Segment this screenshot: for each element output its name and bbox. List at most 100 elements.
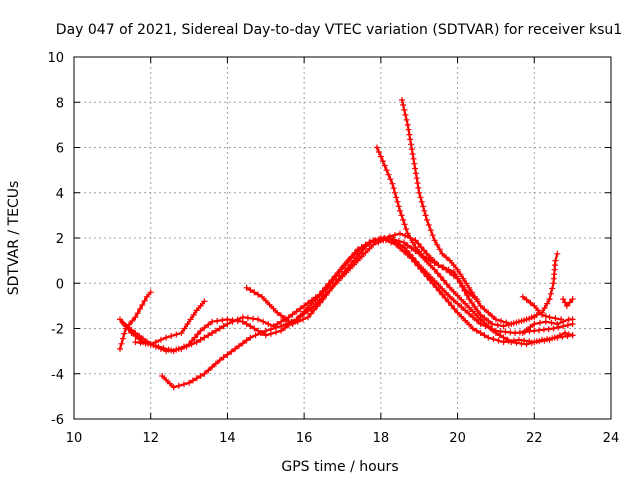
data-point [420, 269, 427, 276]
data-point [141, 297, 148, 304]
series-track-k [560, 296, 576, 309]
data-point [408, 146, 415, 153]
series-track-d [159, 235, 576, 391]
data-point [546, 296, 553, 303]
data-point [440, 277, 447, 284]
data-point [431, 237, 438, 244]
data-point [301, 302, 308, 309]
data-point [274, 309, 281, 316]
data-point [183, 343, 190, 350]
data-point [423, 216, 430, 223]
data-point [262, 327, 269, 334]
data-point [485, 318, 492, 324]
data-point [267, 326, 274, 333]
data-point [273, 324, 279, 331]
data-point [166, 380, 173, 387]
data-point [132, 339, 139, 346]
data-point [205, 332, 212, 339]
data-point [229, 318, 236, 325]
data-point [474, 298, 481, 305]
data-point [431, 266, 438, 273]
data-point [418, 198, 425, 205]
y-tick-label: 8 [56, 96, 64, 111]
data-point [216, 325, 223, 332]
data-point [137, 306, 143, 312]
data-point [473, 317, 480, 324]
data-point [274, 321, 281, 327]
data-point [416, 189, 423, 196]
data-point [234, 316, 241, 323]
data-point [402, 111, 409, 118]
data-point [408, 245, 415, 252]
data-point [132, 330, 139, 336]
data-point [247, 334, 254, 341]
data-point [390, 185, 397, 192]
data-point [118, 340, 125, 347]
data-point [157, 345, 164, 352]
x-tick-label: 10 [66, 431, 83, 446]
data-point [189, 377, 196, 384]
y-axis-label: SDTVAR / TECUs [6, 181, 22, 296]
data-point [450, 297, 457, 304]
data-point [523, 341, 530, 348]
series-track-a [117, 289, 154, 352]
data-point [328, 277, 335, 284]
data-point [394, 198, 401, 205]
data-point [458, 296, 465, 303]
data-point [554, 334, 561, 341]
data-point [289, 321, 296, 327]
data-point [431, 259, 438, 266]
data-point [508, 339, 515, 346]
data-point [533, 311, 540, 318]
data-point [477, 302, 484, 309]
x-tick-label: 12 [142, 431, 159, 446]
data-point [411, 160, 418, 167]
data-point [163, 334, 170, 341]
data-point [462, 317, 469, 324]
data-point [539, 336, 545, 343]
data-point [391, 189, 398, 196]
data-point [429, 232, 436, 239]
data-point [357, 250, 364, 257]
data-point [439, 291, 446, 298]
data-point [139, 302, 146, 308]
data-point [409, 239, 416, 246]
data-point [563, 302, 570, 309]
data-point [159, 373, 166, 379]
data-point [466, 310, 473, 317]
data-point [528, 314, 535, 321]
data-point [489, 321, 496, 327]
data-point [412, 165, 419, 172]
data-point [555, 324, 562, 331]
data-point [319, 287, 326, 294]
data-point [427, 277, 433, 284]
data-point [228, 348, 235, 355]
data-point [443, 281, 450, 288]
data-point [462, 300, 469, 307]
data-point [377, 153, 384, 160]
x-tick-label: 22 [526, 431, 543, 446]
data-point [224, 321, 231, 327]
data-point [194, 331, 201, 338]
data-point [178, 330, 185, 336]
data-point [443, 289, 450, 296]
data-point [375, 149, 382, 155]
data-point [458, 304, 465, 310]
data-point [425, 222, 432, 228]
data-point [454, 266, 461, 273]
data-point [312, 294, 319, 301]
data-point [454, 309, 461, 316]
series-line [375, 146, 536, 328]
data-point [251, 289, 258, 296]
data-point [489, 313, 496, 320]
data-point [423, 255, 430, 262]
data-point [416, 248, 423, 255]
data-point [531, 302, 538, 309]
data-point [197, 327, 204, 334]
data-point [393, 241, 400, 248]
data-point [457, 271, 464, 278]
data-point [531, 321, 538, 327]
data-point [322, 284, 329, 291]
data-point [205, 321, 212, 328]
